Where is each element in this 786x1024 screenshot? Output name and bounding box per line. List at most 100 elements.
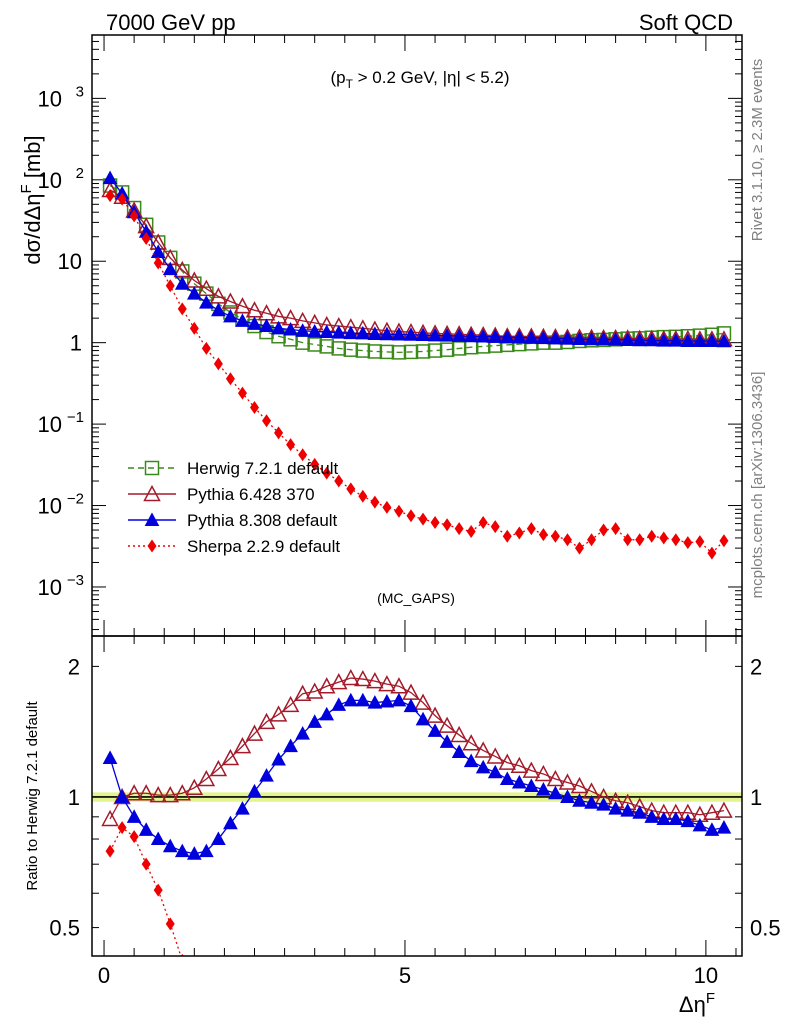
series-line [109,184,725,354]
data-point [391,326,407,341]
data-point [575,541,584,555]
data-point [524,330,539,344]
data-point [319,339,334,354]
series-pythia-8-308-default [102,692,732,860]
data-point [367,326,383,340]
data-point [153,256,163,270]
data-point [307,337,322,352]
data-point [608,801,623,815]
data-point [463,753,479,768]
data-point [233,297,252,314]
collision-energy-label: 7000 GeV pp [106,10,236,35]
data-point [394,504,404,518]
data-point [331,697,347,711]
data-point [281,695,300,713]
data-point [451,328,467,342]
data-point [271,320,286,335]
data-point [570,776,589,794]
data-point [262,414,272,428]
data-point [283,321,298,336]
data-point [343,342,359,357]
data-point [342,668,360,686]
data-point [572,793,587,807]
data-point [462,734,480,751]
data-point [692,333,708,347]
data-point [114,789,130,803]
data-point [450,725,468,743]
data-point [310,457,320,471]
data-point [599,523,609,537]
data-point [632,332,648,347]
ratio-y-tick-label: 2 [68,654,80,679]
y-tick-label-exponent: −3 [67,572,84,589]
legend-item: Pythia 6.428 370 [128,484,315,504]
series-pythia-6-428-370 [101,180,733,347]
data-point [656,333,672,347]
data-point [466,524,476,538]
data-point [295,726,310,740]
data-point [584,795,599,809]
process-label: Soft QCD [639,10,733,35]
data-point [378,675,396,692]
data-point [454,522,464,536]
data-point [225,372,235,386]
data-point [162,261,178,276]
data-point [415,711,431,726]
data-point [235,313,250,327]
data-point [680,813,696,828]
data-point [330,673,348,690]
y-tick-label-exponent: 3 [76,83,84,100]
data-point [199,843,214,858]
series-sherpa-2-2-9-default [105,189,729,560]
y-tick-label: 10 [38,575,62,600]
data-point [632,805,648,819]
legend-item: Herwig 7.2.1 default [128,459,338,478]
data-point [379,693,395,708]
data-point [186,846,202,860]
data-point [269,705,288,722]
data-point [319,324,335,339]
data-point [451,744,467,758]
data-point [584,331,599,346]
data-point [438,716,456,733]
data-point [274,426,284,440]
data-point [141,232,151,246]
data-point [174,276,190,290]
data-point [596,797,611,811]
data-point [715,801,733,818]
series-line [109,699,725,855]
series-sherpa-2-2-9-default [105,821,184,956]
data-point [572,331,587,345]
ratio-y-tick-label-right: 2 [750,654,762,679]
data-point [307,323,323,338]
data-point [138,822,154,836]
data-point [427,723,443,737]
data-point [331,325,347,339]
data-point [209,759,228,777]
data-point [305,682,324,699]
legend-label: Pythia 6.428 370 [187,485,315,504]
data-point [259,318,274,333]
data-point [560,789,575,803]
x-tick-label: 5 [399,963,411,988]
data-point [247,316,262,330]
series-pythia-8-308-default [102,170,732,348]
source-reference-label: mcplots.cern.ch [arXiv:1306.3436] [749,372,766,599]
data-point [370,495,380,509]
data-point [319,706,335,721]
data-point [245,724,264,741]
data-point [486,747,504,764]
ratio-y-axis-label: Ratio to Herwig 7.2.1 default [24,701,41,891]
data-point [153,883,163,897]
data-point [358,489,368,503]
data-point [538,528,548,542]
data-point [587,533,597,547]
data-point [286,438,296,452]
analysis-watermark: (MC_GAPS) [377,590,455,606]
data-point [201,341,211,355]
data-point [430,515,440,529]
data-point [221,292,240,309]
data-point [213,357,223,371]
data-point [331,341,347,356]
